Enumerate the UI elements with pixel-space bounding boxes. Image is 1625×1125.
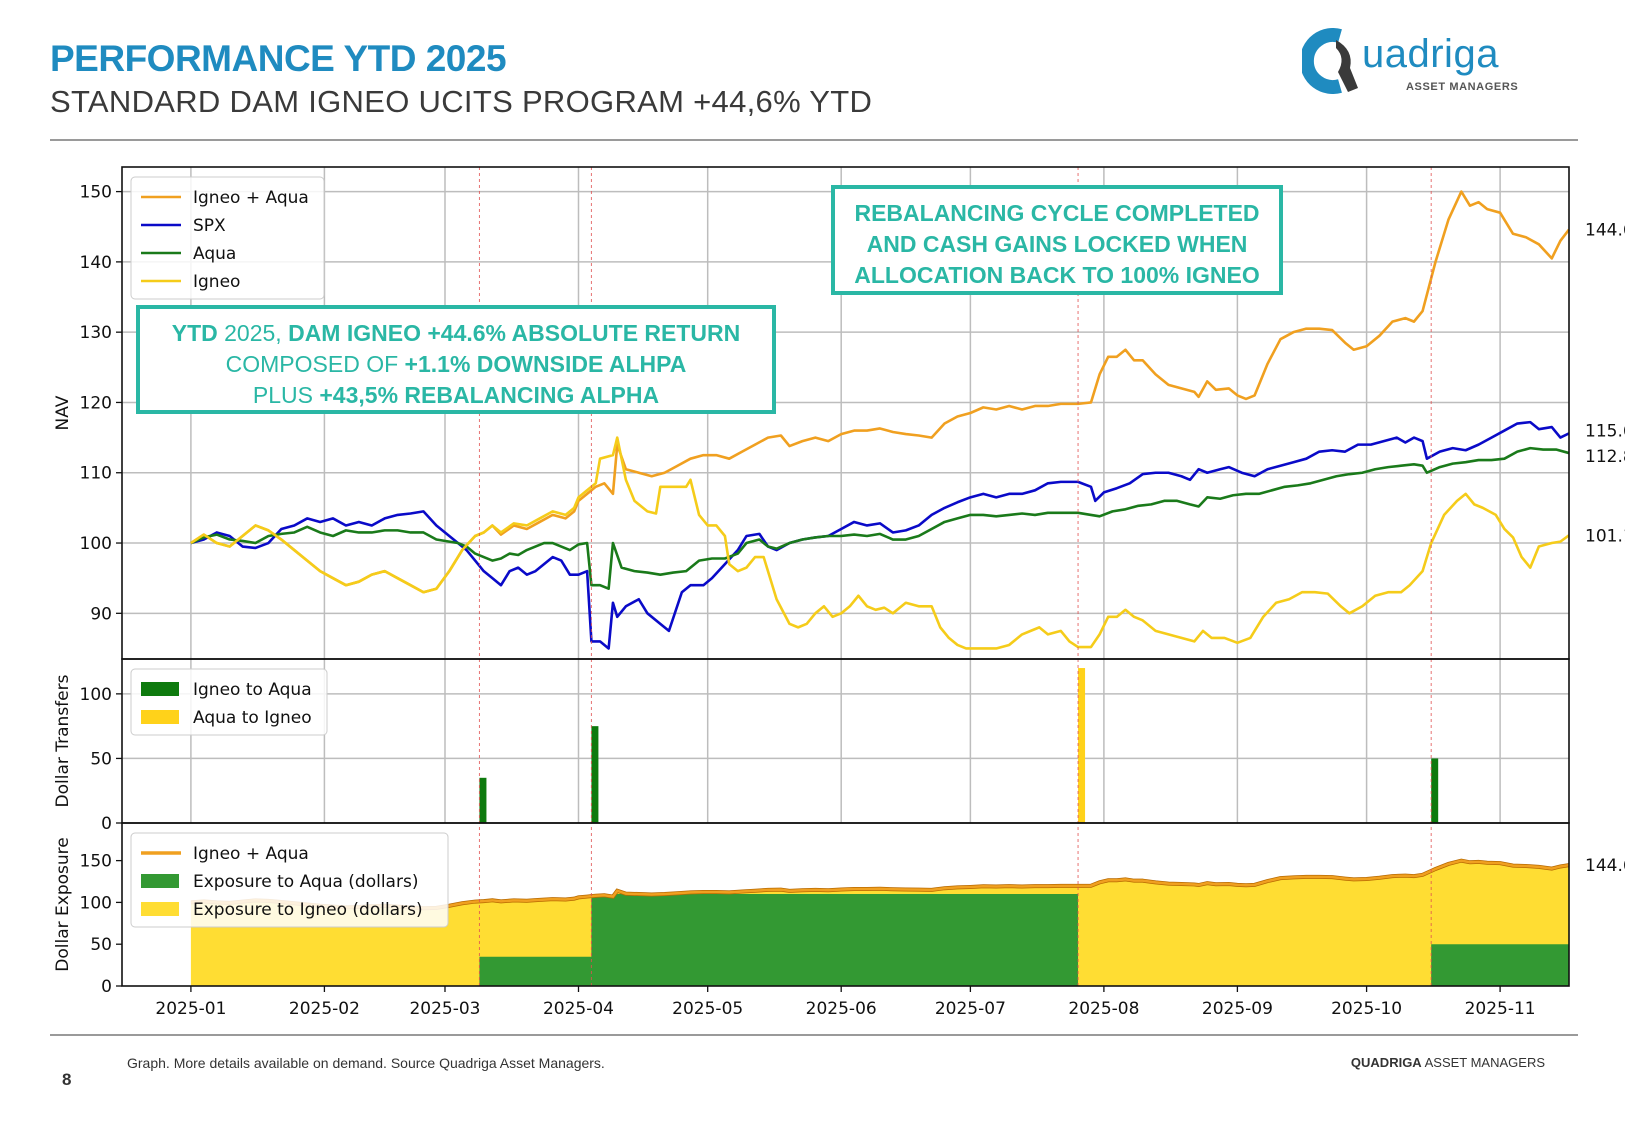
legend-label: Igneo + Aqua [193, 844, 309, 864]
callout-text: REBALANCING CYCLE COMPLETED [854, 200, 1260, 226]
nav-line-igneo [190, 436, 1570, 650]
callout-text: +1.1% DOWNSIDE ALHPA [404, 351, 687, 377]
panel-frame [121, 822, 1570, 987]
callout-text: YTD [171, 320, 218, 346]
footer-note: Graph. More details available on demand.… [127, 1055, 605, 1071]
transfer-bar [1431, 758, 1439, 823]
nav-line-aqua [190, 446, 1570, 591]
legend-box [130, 668, 328, 736]
y-tick-label: 0 [101, 977, 112, 997]
callout-text: AND CASH GAINS LOCKED WHEN [866, 231, 1248, 257]
y-axis-label-transfers: Dollar Transfers [53, 674, 73, 807]
legend-label: Exposure to Aqua (dollars) [193, 872, 418, 892]
legend-swatch [141, 902, 179, 916]
y-tick-label: 140 [80, 253, 112, 273]
transfer-bar [591, 726, 599, 823]
x-tick-label: 2025-07 [935, 999, 1006, 1019]
legend-swatch [141, 874, 179, 888]
performance-chart: 2025-01 2025-02 2025-03 2025-04 2025-05 2025-… [53, 166, 1625, 1019]
callout-text: +43,5% REBALANCING ALPHA [319, 382, 660, 408]
footer-brand: QUADRIGA ASSET MANAGERS [1351, 1055, 1545, 1070]
y-tick-label: 90 [90, 604, 112, 624]
transfer-bar [1078, 668, 1086, 823]
footer-brand-rest: ASSET MANAGERS [1421, 1055, 1545, 1070]
header-divider [50, 139, 1578, 141]
y-tick-label: 100 [80, 893, 112, 913]
page-number: 8 [62, 1070, 72, 1089]
rebalancing-callout: REBALANCING CYCLE COMPLETED AND CASH GAI… [831, 185, 1283, 295]
y-tick-label: 100 [80, 534, 112, 554]
callout-text: 2025, [217, 320, 289, 346]
y-tick-label: 130 [80, 323, 112, 343]
legend-box [130, 832, 449, 928]
nav-line-spx [190, 420, 1570, 650]
y-tick-label: 50 [90, 935, 112, 955]
transfer-bar [479, 777, 487, 823]
x-tick-label: 2025-01 [155, 999, 226, 1019]
quadriga-logo: uadriga ASSET MANAGERS [1302, 28, 1522, 98]
x-tick-label: 2025-06 [806, 999, 877, 1019]
exposure-total-line [190, 859, 1570, 910]
legend: Igneo to Aqua Aqua to Igneo [130, 668, 328, 736]
nav-end-label: 144.6 [1585, 221, 1625, 241]
legend-label: Igneo + Aqua [193, 188, 309, 208]
callout-text: ALLOCATION BACK TO 100% IGNEO [854, 262, 1260, 288]
legend-label: Exposure to Igneo (dollars) [193, 900, 423, 920]
exposure-aqua-area [190, 894, 1569, 986]
x-tick-label: 2025-09 [1202, 999, 1273, 1019]
y-tick-label: 100 [80, 685, 112, 705]
legend-label: Igneo to Aqua [193, 680, 312, 700]
legend-label: Aqua [193, 244, 236, 264]
x-tick-label: 2025-10 [1331, 999, 1402, 1019]
quadriga-q-icon [1302, 28, 1358, 94]
legend-label: Aqua to Igneo [193, 708, 312, 728]
y-axis-label-nav: NAV [53, 395, 73, 430]
legend-swatch [141, 682, 179, 696]
page-title: PERFORMANCE YTD 2025 [50, 38, 507, 79]
callout-text: DAM IGNEO +44.6% ABSOLUTE RETURN [288, 320, 741, 346]
x-tick-label: 2025-11 [1465, 999, 1536, 1019]
legend-box [130, 176, 325, 300]
legend-label: Igneo [193, 272, 240, 292]
y-tick-label: 110 [80, 464, 112, 484]
page-subtitle: STANDARD DAM IGNEO UCITS PROGRAM +44,6% … [50, 84, 873, 119]
x-tick-label: 2025-02 [289, 999, 360, 1019]
nav-end-label: 115.6 [1585, 421, 1625, 441]
ytd-summary-callout: YTD 2025, DAM IGNEO +44.6% ABSOLUTE RETU… [136, 305, 776, 414]
panel-frame [121, 658, 1570, 824]
x-tick-label: 2025-05 [672, 999, 743, 1019]
y-tick-label: 150 [80, 852, 112, 872]
footer-divider [50, 1034, 1578, 1036]
y-tick-label: 50 [90, 749, 112, 769]
nav-end-label: 101.1 [1585, 526, 1625, 546]
legend-label: SPX [193, 216, 226, 236]
legend-swatch [141, 710, 179, 724]
y-tick-label: 120 [80, 393, 112, 413]
legend: Igneo + Aqua SPX Aqua Igneo [130, 176, 325, 300]
x-tick-label: 2025-04 [543, 999, 614, 1019]
footer-brand-bold: QUADRIGA [1350, 1055, 1422, 1070]
y-tick-label: 150 [80, 183, 112, 203]
callout-text: COMPOSED OF [225, 351, 405, 377]
y-axis-label-exposure: Dollar Exposure [53, 837, 73, 971]
legend: Igneo + Aqua Exposure to Aqua (dollars) Ex… [130, 832, 449, 928]
logo-wordmark: uadriga [1362, 32, 1499, 76]
callout-text: PLUS [252, 382, 320, 408]
nav-end-label: 112.8 [1585, 447, 1625, 467]
exposure-end-label: 144.6 [1585, 856, 1625, 876]
logo-tagline: ASSET MANAGERS [1406, 81, 1519, 93]
y-tick-label: 0 [101, 814, 112, 834]
x-tick-label: 2025-03 [409, 999, 480, 1019]
x-tick-label: 2025-08 [1068, 999, 1139, 1019]
